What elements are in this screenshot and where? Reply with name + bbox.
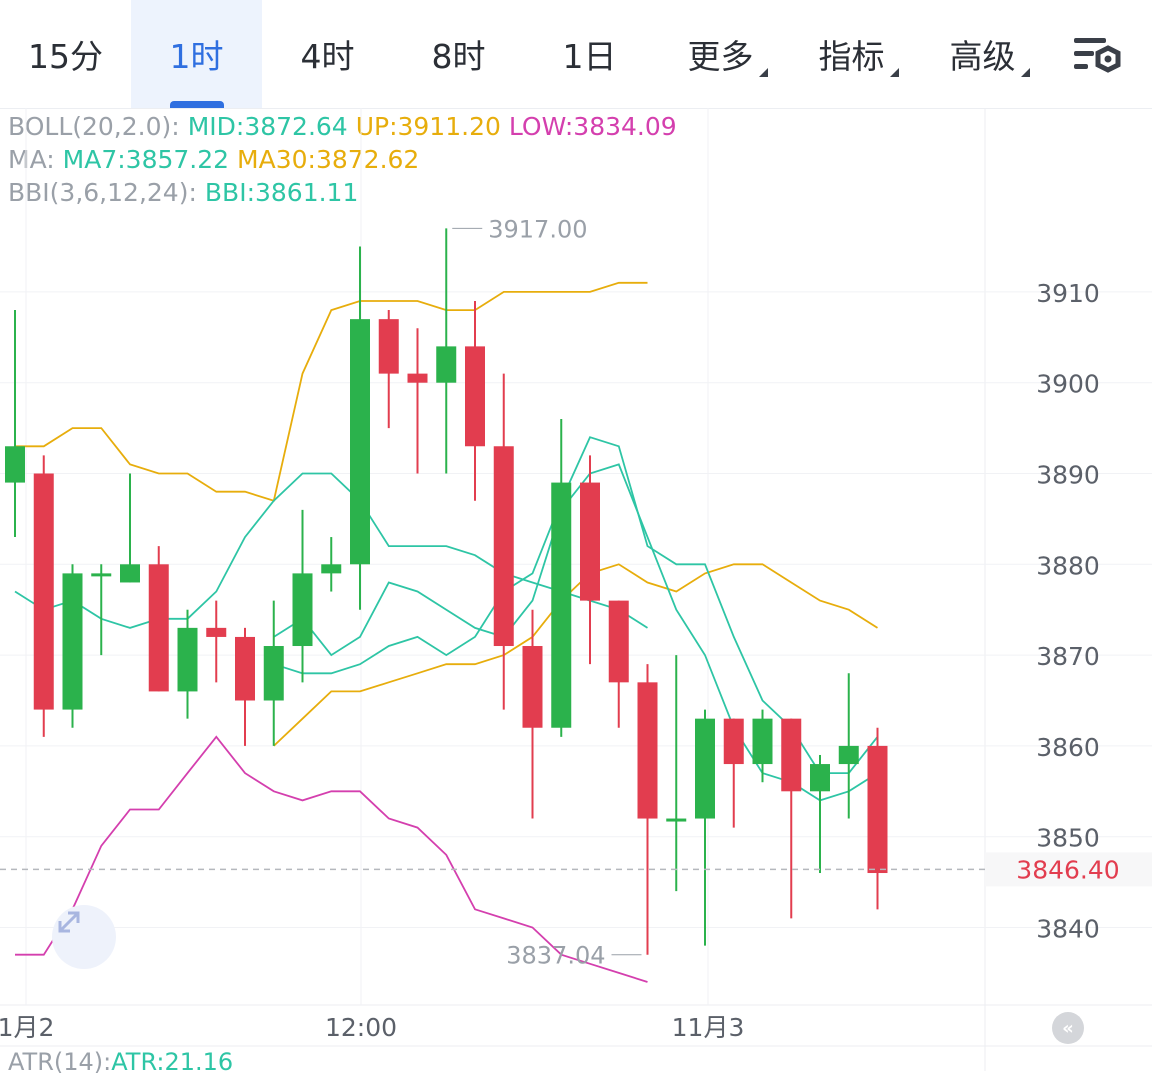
candle-body	[350, 319, 370, 565]
tab-label: 1日	[562, 37, 617, 76]
candle-body	[263, 646, 284, 701]
ma-legend-label: MA:	[8, 145, 55, 174]
bbi-legend-label: BBI(3,6,12,24):	[8, 178, 197, 207]
tab-2[interactable]: 4时	[262, 0, 393, 108]
y-tick-label: 3900	[1036, 370, 1100, 399]
dropdown-triangle-icon	[759, 68, 768, 77]
y-tick-label: 3890	[1036, 461, 1100, 490]
expand-arrows-icon	[58, 911, 80, 933]
candle-body	[580, 482, 600, 601]
boll-legend-label: BOLL(20,2.0):	[8, 112, 180, 141]
candle-body	[292, 573, 313, 647]
y-tick-label: 3910	[1036, 279, 1100, 308]
candle-body	[522, 646, 543, 728]
tab-label: 更多	[687, 37, 754, 76]
boll-legend: BOLL(20,2.0): MID:3872.64 UP:3911.20 LOW:38…	[8, 112, 685, 141]
candle-body	[637, 682, 658, 819]
candle-body	[120, 564, 140, 583]
atr-legend-label: ATR(14):	[8, 1048, 112, 1076]
min-price-label: 3837.04	[506, 942, 605, 970]
ma30-line	[273, 563, 878, 747]
tab-5[interactable]: 更多	[655, 0, 786, 108]
atr-value: ATR:21.16	[111, 1048, 234, 1076]
y-tick-label: 3860	[1036, 733, 1100, 762]
tab-3[interactable]: 8时	[393, 0, 524, 108]
candle-body	[608, 600, 629, 683]
candle-body	[177, 627, 198, 692]
x-tick-label: 12:00	[325, 1013, 397, 1042]
candle-body	[62, 573, 83, 710]
tab-label: 1时	[169, 37, 224, 76]
boll-lower-line	[15, 735, 648, 983]
boll-up-value: UP:3911.20	[355, 112, 501, 141]
tab-label: 15分	[28, 37, 103, 76]
ma30-value: MA30:3872.62	[237, 145, 420, 174]
tab-0[interactable]: 15分	[0, 0, 131, 108]
last-price-label: 3846.40	[1016, 855, 1119, 884]
ma7-line	[273, 463, 878, 802]
last-price-tag	[985, 852, 1152, 887]
candle-body	[781, 718, 802, 792]
candle-body	[436, 346, 457, 383]
candle-body	[148, 564, 169, 692]
candle-body	[551, 482, 572, 728]
y-tick-label: 3850	[1036, 824, 1100, 853]
ma7-value: MA7:3857.22	[62, 145, 230, 174]
chart-settings-icon[interactable]	[1070, 34, 1126, 80]
tab-4[interactable]: 1日	[524, 0, 655, 108]
active-tab-indicator	[169, 101, 224, 108]
dropdown-triangle-icon	[1021, 68, 1030, 77]
candle-body	[206, 627, 227, 637]
candle-body	[33, 473, 54, 710]
max-price-label: 3917.00	[488, 215, 587, 243]
tab-6[interactable]: 指标	[786, 0, 917, 108]
y-tick-label: 3840	[1036, 915, 1100, 944]
candle-body	[5, 446, 25, 483]
candle-body	[378, 319, 399, 374]
scroll-to-latest-button[interactable]: «	[1052, 1012, 1084, 1044]
bbi-legend: BBI(3,6,12,24): BBI:3861.11	[8, 178, 366, 207]
tab-label: 4时	[300, 37, 355, 76]
atr-legend: ATR(14):ATR:21.16	[8, 1048, 233, 1076]
tab-7[interactable]: 高级	[917, 0, 1048, 108]
double-chevron-left-icon: «	[1062, 1017, 1074, 1039]
x-tick-label: 11月3	[672, 1013, 745, 1042]
tab-1[interactable]: 1时	[131, 0, 262, 108]
candle-body	[91, 573, 112, 577]
candle-body	[493, 446, 514, 647]
candle-body	[752, 718, 773, 765]
candle-body	[838, 745, 859, 765]
candle-body	[465, 346, 485, 447]
candle-body	[666, 818, 687, 822]
boll-mid-value: MID:3872.64	[187, 112, 348, 141]
boll-mid-line	[14, 472, 648, 629]
fullscreen-expand-button[interactable]	[52, 905, 116, 969]
candle-body	[810, 764, 830, 792]
candle-body	[407, 373, 428, 383]
boll-upper-line	[15, 281, 648, 502]
ma-legend: MA: MA7:3857.22 MA30:3872.62	[8, 145, 427, 174]
candle-body	[723, 718, 744, 765]
y-tick-label: 3870	[1036, 642, 1100, 671]
boll-low-value: LOW:3834.09	[508, 112, 677, 141]
bbi-value: BBI:3861.11	[204, 178, 359, 207]
x-tick-label: 1月2	[0, 1013, 54, 1042]
bbi-line	[273, 436, 879, 774]
tab-label: 高级	[949, 37, 1016, 76]
tab-label: 8时	[431, 37, 486, 76]
candle-body	[235, 636, 255, 701]
candle-body	[321, 564, 342, 574]
y-tick-label: 3880	[1036, 551, 1100, 580]
tab-label: 指标	[818, 37, 885, 76]
dropdown-triangle-icon	[890, 68, 899, 77]
candle-body	[867, 745, 888, 874]
candle-body	[695, 718, 715, 819]
timeframe-tabs: 15分 1时 4时 8时 1日 更多 指标 高级	[0, 0, 1152, 109]
